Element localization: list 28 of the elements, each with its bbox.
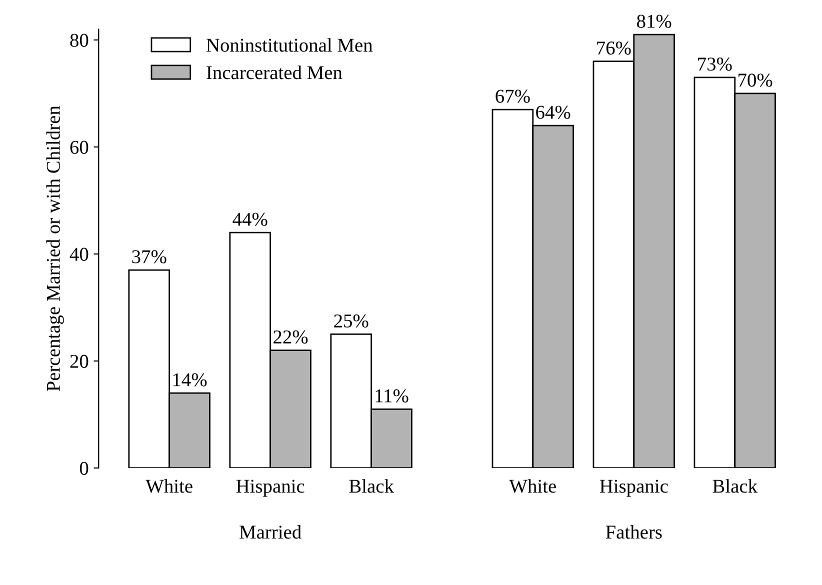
y-tick-label: 60: [70, 140, 88, 154]
x-tick-label: Black: [349, 479, 394, 493]
x-tick-label: White: [509, 479, 556, 493]
x-tick-label: White: [146, 479, 192, 493]
text: Fathers: [606, 525, 662, 539]
text: Married: [240, 525, 302, 539]
y-tick-label: 20: [70, 354, 88, 368]
y-tick-label: 0: [80, 462, 88, 475]
x-tick-label: Black: [712, 479, 758, 493]
y-tick-label: 80: [70, 34, 88, 47]
x-tick-label: Hispanic: [236, 480, 304, 497]
y-tick-label: 40: [70, 248, 88, 261]
legend-label: Incarcerated Men: [206, 66, 342, 80]
data-label: 22%: [274, 330, 308, 344]
data-label: 11%: [376, 389, 408, 402]
data-label: 44%: [232, 212, 268, 226]
data-label: 64%: [536, 106, 570, 119]
data-label: 14%: [173, 373, 207, 386]
data-label: 25%: [334, 314, 368, 328]
data-label: 70%: [738, 74, 772, 87]
data-label: 81%: [637, 14, 672, 28]
x-tick-label: Hispanic: [600, 480, 668, 497]
data-label: 76%: [597, 42, 631, 55]
legend-label: Noninstitutional Men: [206, 38, 373, 52]
data-label: 67%: [496, 90, 530, 103]
data-label: 73%: [698, 58, 732, 71]
data-label: 37%: [132, 250, 166, 264]
y-axis-title: Percentage Married or with Children: [46, 106, 64, 392]
